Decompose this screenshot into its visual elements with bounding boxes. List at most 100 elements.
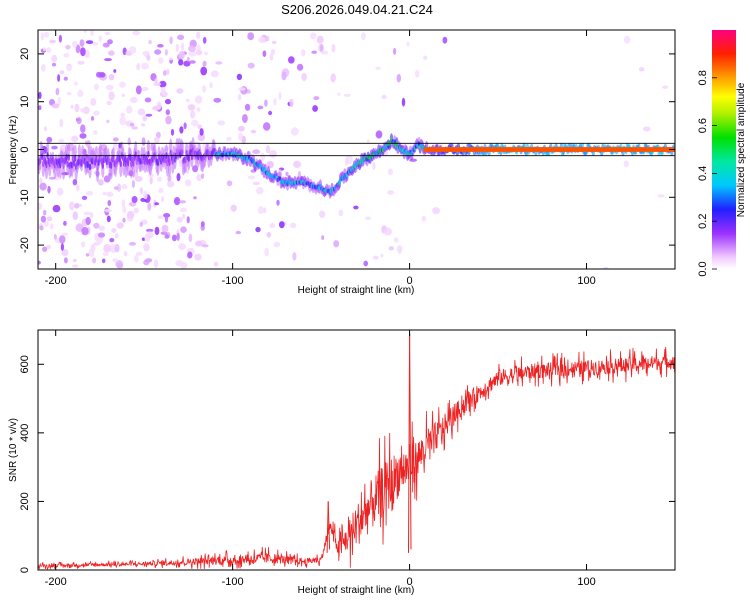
noise-blob bbox=[343, 93, 351, 97]
noise-blob bbox=[42, 47, 47, 52]
noise-blob bbox=[406, 41, 410, 47]
ridge-core bbox=[41, 153, 44, 161]
x-tick-label: 100 bbox=[577, 576, 595, 588]
noise-blob bbox=[375, 130, 383, 139]
noise-blob bbox=[321, 235, 325, 240]
noise-blob bbox=[103, 175, 111, 183]
noise-blob bbox=[141, 237, 146, 241]
noise-blob bbox=[387, 190, 395, 195]
noise-blob bbox=[83, 211, 92, 216]
noise-blob bbox=[195, 49, 203, 56]
noise-blob bbox=[421, 215, 427, 222]
noise-blob bbox=[189, 60, 196, 64]
noise-blob bbox=[63, 53, 70, 58]
noise-blob bbox=[131, 196, 138, 203]
ridge-core bbox=[87, 156, 91, 164]
noise-blob bbox=[96, 71, 103, 78]
noise-blob bbox=[75, 223, 84, 232]
noise-blob bbox=[195, 95, 203, 104]
noise-blob bbox=[114, 243, 120, 253]
noise-blob bbox=[51, 145, 58, 150]
noise-blob bbox=[247, 62, 255, 69]
colorbar-tick-label: 0.0 bbox=[697, 261, 709, 276]
noise-blob bbox=[188, 45, 196, 52]
noise-blob bbox=[72, 264, 79, 268]
noise-blob bbox=[387, 168, 393, 176]
noise-blob bbox=[182, 213, 186, 219]
noise-blob bbox=[281, 71, 287, 81]
noise-blob bbox=[363, 260, 369, 267]
noise-blob bbox=[92, 242, 101, 246]
noise-blob bbox=[120, 112, 126, 118]
noise-blob bbox=[141, 62, 149, 70]
noise-blob bbox=[42, 246, 48, 252]
noise-blob bbox=[244, 103, 251, 111]
noise-blob bbox=[59, 118, 64, 128]
noise-blob bbox=[156, 101, 162, 110]
noise-blob bbox=[415, 69, 420, 78]
noise-blob bbox=[170, 128, 175, 136]
noise-blob bbox=[180, 226, 187, 233]
noise-blob bbox=[179, 126, 184, 134]
y-tick-label: 10 bbox=[19, 96, 31, 108]
noise-blob bbox=[134, 176, 143, 182]
noise-blob bbox=[164, 98, 172, 105]
noise-blob bbox=[139, 187, 144, 195]
noise-blob bbox=[106, 100, 112, 106]
noise-blob bbox=[88, 248, 95, 258]
noise-blob bbox=[432, 207, 440, 215]
noise-blob bbox=[360, 32, 366, 41]
spectrogram-x-label: Height of straight line (km) bbox=[298, 285, 415, 296]
colorbar-label: Normalized spectral amplitude bbox=[736, 82, 747, 217]
noise-blob bbox=[176, 88, 184, 94]
noise-blob bbox=[393, 237, 399, 243]
snr-x-ticks: -200 -100 0 100 bbox=[45, 330, 596, 588]
noise-blob bbox=[181, 42, 185, 51]
noise-blob bbox=[372, 255, 379, 260]
noise-blob bbox=[85, 216, 91, 226]
noise-blob bbox=[39, 225, 44, 231]
noise-blob bbox=[46, 216, 53, 222]
noise-blob bbox=[71, 135, 79, 143]
noise-blob bbox=[179, 207, 188, 213]
ridge-core bbox=[101, 162, 105, 169]
noise-blob bbox=[238, 125, 245, 132]
noise-blob bbox=[85, 190, 94, 196]
noise-blob bbox=[179, 200, 187, 204]
noise-blob bbox=[423, 55, 428, 60]
noise-blob bbox=[41, 64, 46, 72]
noise-blob bbox=[154, 202, 159, 206]
noise-blob bbox=[81, 195, 88, 200]
noise-blob bbox=[263, 122, 271, 131]
noise-blob bbox=[278, 91, 282, 100]
noise-blob bbox=[269, 53, 274, 61]
noise-blob bbox=[129, 242, 136, 246]
colorbar-tick-label: 0.4 bbox=[697, 166, 709, 181]
noise-blob bbox=[44, 221, 49, 227]
noise-blob bbox=[393, 47, 397, 55]
noise-blob bbox=[106, 191, 114, 197]
noise-blob bbox=[164, 49, 168, 56]
noise-blob bbox=[63, 76, 68, 81]
noise-blob bbox=[209, 82, 213, 89]
noise-blob bbox=[186, 57, 190, 62]
noise-blob bbox=[242, 114, 248, 123]
ridge-core bbox=[168, 159, 171, 166]
ridge-core bbox=[67, 154, 71, 161]
noise-blob bbox=[104, 58, 112, 62]
noise-blob bbox=[97, 179, 104, 186]
noise-blob bbox=[38, 260, 41, 265]
ridge-halo bbox=[134, 140, 138, 156]
noise-blob bbox=[175, 43, 179, 53]
noise-blob bbox=[210, 70, 219, 78]
x-tick-label: -100 bbox=[222, 576, 244, 588]
noise-blob bbox=[285, 171, 289, 177]
noise-blob bbox=[330, 73, 337, 83]
noise-blob bbox=[192, 165, 199, 173]
noise-blob bbox=[113, 186, 120, 190]
noise-blob bbox=[122, 217, 126, 223]
noise-blob bbox=[196, 174, 202, 182]
noise-blob bbox=[236, 73, 243, 81]
noise-blob bbox=[603, 266, 609, 269]
